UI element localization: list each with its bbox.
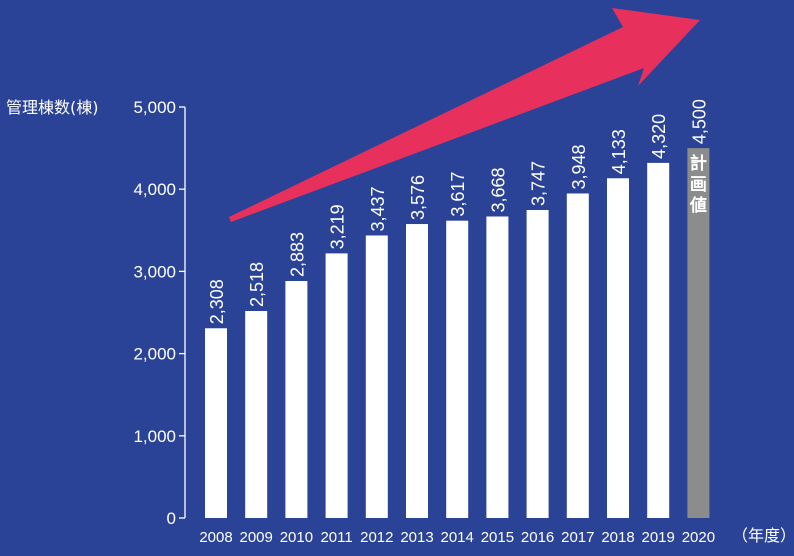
bar: [245, 311, 268, 518]
y-tick-label: 5,000: [133, 98, 176, 117]
x-tick-label: 2016: [521, 529, 554, 546]
bar-value-label: 3,617: [448, 172, 468, 217]
bar-value-label: 3,747: [529, 161, 549, 206]
x-tick-label: 2008: [199, 529, 232, 546]
y-tick-label: 1,000: [133, 427, 176, 446]
bar: [406, 224, 428, 518]
bar-value-label: 2,883: [287, 232, 307, 277]
bar-value-label: 4,133: [609, 129, 629, 174]
bars: 2,308 2,518 2,883 3,219 3,437 3,576 3,617 3,668…: [205, 99, 710, 519]
bar-value-label: 2,518: [247, 262, 267, 307]
bar: [325, 253, 348, 518]
y-axis-title: 管理棟数(棟): [6, 98, 99, 117]
bar: [446, 220, 469, 518]
x-tick-label: 2012: [360, 529, 393, 546]
y-tick-label: 3,000: [133, 262, 176, 281]
trend-arrow: [229, 8, 700, 222]
x-tick-label: 2019: [642, 529, 675, 546]
bar: [205, 328, 227, 518]
planned-note: 計画値: [689, 153, 707, 216]
bar: [607, 178, 629, 518]
y-tick-label: 2,000: [133, 345, 176, 364]
x-tick-label: 2010: [280, 529, 313, 546]
bar-value-label: 3,668: [488, 167, 508, 212]
bar-value-label: 4,500: [689, 99, 709, 144]
y-tick-label: 0: [167, 509, 176, 528]
bar-value-label: 2,308: [207, 279, 227, 324]
bar: [285, 281, 308, 518]
x-axis-title: （年度）: [732, 526, 794, 545]
x-tick-label: 2020: [682, 529, 715, 546]
x-tick-label: 2018: [601, 529, 634, 546]
bar: [526, 209, 549, 519]
x-axis: 2008 2009 2010 2011 2012 2013 2014 2015 2016 2017…: [199, 529, 715, 546]
x-tick-label: 2017: [561, 529, 594, 546]
y-axis: 0 1,000 2,000 3,000 4,000 5,000: [133, 98, 186, 528]
bar-value-label: 3,437: [368, 186, 388, 231]
bar-value-label: 3,219: [328, 204, 348, 249]
x-tick-label: 2011: [320, 529, 352, 546]
bar: [647, 162, 670, 518]
planned-bar: [687, 148, 710, 518]
trend-arrow-shape: [229, 8, 700, 222]
bar-value-label: 4,320: [649, 114, 669, 159]
x-tick-label: 2015: [481, 529, 514, 546]
bar-value-label: 3,948: [569, 144, 589, 189]
bar: [486, 216, 509, 518]
x-tick-label: 2014: [441, 529, 474, 546]
x-tick-label: 2013: [400, 529, 433, 546]
bar-value-label: 3,576: [408, 175, 428, 220]
bar: [566, 193, 589, 518]
y-tick-label: 4,000: [133, 180, 176, 199]
bar: [365, 235, 388, 518]
x-tick-label: 2009: [240, 529, 273, 546]
